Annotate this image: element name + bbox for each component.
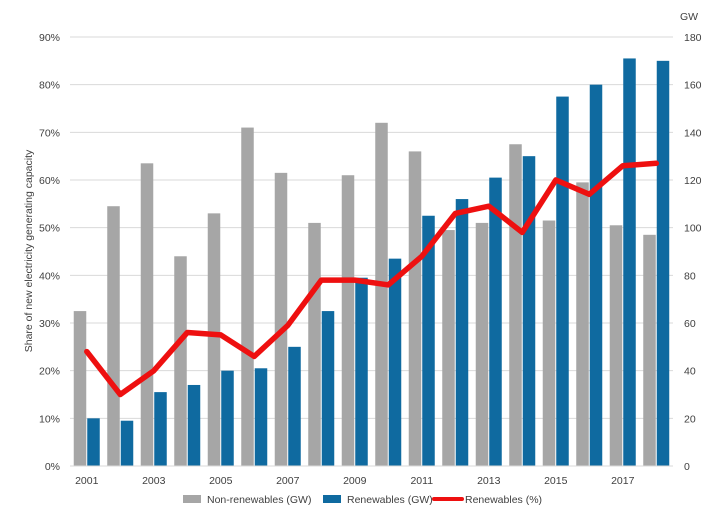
y-right-tick-label: 60 xyxy=(684,318,696,330)
x-tick-label: 2005 xyxy=(209,475,233,487)
bar-renewables xyxy=(455,199,469,467)
y-left-tick-label: 20% xyxy=(39,366,60,378)
y-right-tick-label: 140 xyxy=(684,127,702,139)
y-left-tick-label: 10% xyxy=(39,413,60,425)
y-right-tick-label: 120 xyxy=(684,175,702,187)
bar-renewables xyxy=(355,277,368,466)
legend-swatch-renewables-gw xyxy=(323,495,341,503)
bar-renewables xyxy=(120,420,134,466)
bar-renewables xyxy=(388,258,402,466)
bar-non-renewables xyxy=(140,163,154,467)
bar-non-renewables xyxy=(375,122,388,467)
legend: Non-renewables (GW) Renewables (GW) Rene… xyxy=(183,494,542,506)
axes: 0% 10% 20% 30% 40% 50% 60% 70% 80% 90% 0 20 40 60 80 10… xyxy=(39,32,702,487)
y-left-tick-label: 50% xyxy=(39,223,60,235)
bar-renewables xyxy=(221,370,234,466)
y-right-tick-label: 40 xyxy=(684,366,696,378)
bar-non-renewables xyxy=(609,225,623,466)
x-tick-label: 2013 xyxy=(477,475,501,487)
y-right-tick-label: 100 xyxy=(684,223,702,235)
legend-label-non-renewables: Non-renewables (GW) xyxy=(207,494,311,506)
bar-non-renewables xyxy=(308,222,321,466)
x-tick-label: 2001 xyxy=(75,475,99,487)
bar-non-renewables xyxy=(274,172,288,466)
bar-non-renewables xyxy=(241,127,254,467)
x-tick-label: 2009 xyxy=(343,475,367,487)
bar-renewables xyxy=(489,177,502,466)
y-left-tick-label: 70% xyxy=(39,127,60,139)
x-tick-label: 2003 xyxy=(142,475,166,487)
bar-non-renewables xyxy=(576,182,589,466)
bar-non-renewables xyxy=(542,220,556,466)
line-renewables-percent xyxy=(84,160,660,398)
y-right-tick-label: 180 xyxy=(684,32,702,44)
y-right-tick-label: 80 xyxy=(684,270,696,282)
legend-label-renewables-gw: Renewables (GW) xyxy=(347,494,433,506)
y-left-tick-label: 90% xyxy=(39,32,60,44)
gridlines xyxy=(70,36,673,419)
x-tick-label: 2011 xyxy=(410,475,433,487)
bar-non-renewables xyxy=(207,213,221,466)
y-left-tick-label: 80% xyxy=(39,80,60,92)
bar-non-renewables xyxy=(475,222,489,466)
bar-non-renewables xyxy=(107,206,120,466)
bar-renewables xyxy=(154,392,167,466)
bar-non-renewables xyxy=(442,230,455,466)
bar-renewables xyxy=(288,346,301,466)
bar-non-renewables xyxy=(509,144,522,466)
bar-renewables xyxy=(522,156,536,466)
bar-non-renewables xyxy=(341,175,355,466)
bar-renewables xyxy=(422,215,435,466)
legend-label-renewables-pct: Renewables (%) xyxy=(465,494,542,506)
bar-non-renewables xyxy=(408,151,422,466)
bar-renewables xyxy=(589,84,603,467)
bar-non-renewables xyxy=(174,256,187,466)
bar-renewables xyxy=(321,311,335,466)
y-right-tick-label: 20 xyxy=(684,413,696,425)
y-left-tick-label: 0% xyxy=(45,461,60,473)
bar-renewables xyxy=(623,58,636,466)
bar-renewables xyxy=(87,418,100,466)
y-left-tick-label: 40% xyxy=(39,270,60,282)
bars xyxy=(73,58,670,467)
y-left-tick-label: 60% xyxy=(39,175,60,187)
x-tick-label: 2015 xyxy=(544,475,568,487)
bar-renewables xyxy=(556,96,569,466)
bar-renewables xyxy=(254,368,268,466)
x-tick-label: 2007 xyxy=(276,475,300,487)
bar-non-renewables xyxy=(643,234,656,466)
y-right-tick-label: 0 xyxy=(684,461,690,473)
x-tick-label: 2017 xyxy=(611,475,635,487)
bar-non-renewables xyxy=(73,311,87,466)
line-series xyxy=(84,160,660,398)
y-axis-right-title: GW xyxy=(680,11,698,23)
y-left-tick-label: 30% xyxy=(39,318,60,330)
bar-renewables xyxy=(656,60,670,466)
legend-swatch-non-renewables xyxy=(183,495,201,503)
y-right-tick-label: 160 xyxy=(684,80,702,92)
bar-renewables xyxy=(187,384,201,466)
y-axis-left-title: Share of new electricity generating capa… xyxy=(23,149,35,352)
